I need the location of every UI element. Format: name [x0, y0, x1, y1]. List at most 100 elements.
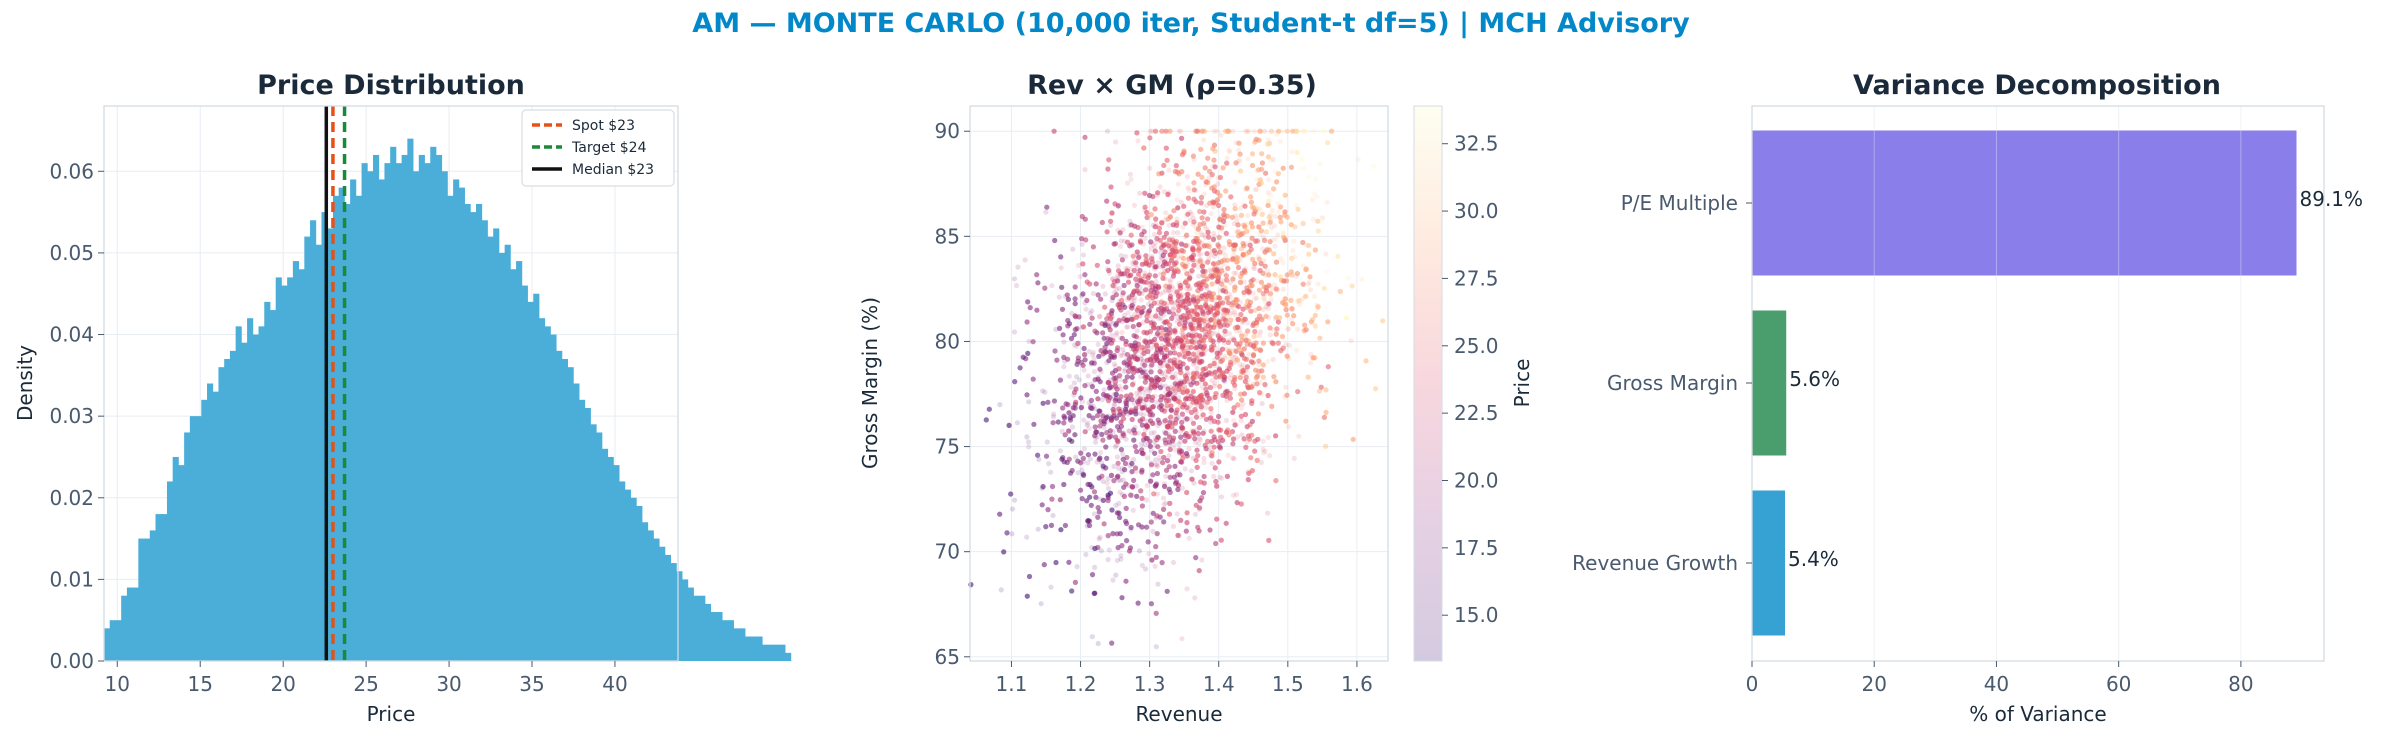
hist-bar — [126, 587, 134, 661]
scatter-point — [1263, 304, 1269, 310]
scatter-point — [1075, 470, 1081, 476]
scatter-point — [1170, 559, 1176, 566]
scatter-point — [1223, 297, 1229, 303]
scatter-point — [1118, 556, 1124, 562]
hist-bar — [258, 326, 265, 661]
scatter-point — [1267, 212, 1273, 218]
scatter-point — [1138, 297, 1144, 303]
scatter-point — [1292, 254, 1298, 260]
scatter-point — [1040, 388, 1046, 394]
scatter-point — [1196, 273, 1202, 279]
hist-bar — [355, 195, 362, 661]
hist-bar — [573, 383, 580, 661]
scatter-point — [1184, 173, 1190, 180]
scatter-point — [1278, 128, 1284, 134]
scatter-point — [1160, 336, 1166, 342]
scatter-point — [1194, 128, 1200, 134]
scatter-point — [1137, 253, 1143, 259]
scatter-point — [1148, 375, 1154, 381]
hist-bar — [235, 326, 242, 661]
scatter-point — [1082, 300, 1088, 306]
scatter-point — [1113, 572, 1119, 578]
scatter-point — [1144, 376, 1150, 382]
scatter-point — [1203, 404, 1209, 410]
scatter-point — [1113, 287, 1119, 293]
scatter-point — [1164, 360, 1170, 366]
scatter-point — [1192, 511, 1198, 517]
hist-bar — [281, 285, 288, 661]
scatter-point — [1015, 264, 1021, 270]
scatter-point — [1196, 312, 1202, 318]
scatter-point — [1323, 251, 1329, 257]
scatter-point — [1090, 352, 1096, 358]
scatter-point — [1098, 548, 1104, 554]
scatter-point — [1130, 260, 1136, 266]
scatter-point — [1118, 253, 1124, 259]
scatter-point — [1118, 335, 1124, 341]
scatter-point — [1227, 279, 1233, 286]
scatter-point — [1081, 446, 1087, 452]
scatter-point — [1069, 424, 1076, 430]
hist-bar — [664, 554, 672, 661]
scatter-point — [1209, 460, 1215, 466]
scatter-point — [1224, 155, 1230, 161]
scatter-point — [1190, 371, 1196, 377]
scatter-point — [1184, 586, 1190, 592]
scatter-point — [1157, 348, 1163, 354]
scatter-point — [1186, 379, 1192, 385]
scatter-point — [1026, 444, 1032, 450]
scatter-point — [1262, 448, 1268, 454]
scatter-point — [1153, 377, 1160, 383]
scatter-point — [1239, 432, 1245, 438]
scatter-point — [1118, 406, 1124, 413]
scatter-point — [1131, 400, 1138, 406]
hist-y-tick-label: 0.04 — [49, 323, 94, 347]
scatter-point — [1128, 393, 1134, 399]
scatter-point — [1026, 399, 1032, 405]
scatter-point — [1137, 190, 1143, 196]
scatter-point — [1167, 369, 1173, 375]
scatter-point — [1100, 283, 1106, 289]
scatter-point — [1078, 404, 1085, 410]
scatter-point — [1187, 217, 1193, 223]
scatter-point — [1111, 463, 1117, 469]
scatter-point — [1208, 291, 1214, 297]
scatter-point — [1150, 242, 1156, 248]
scatter-point — [1196, 379, 1202, 386]
scatter-point — [1202, 322, 1208, 328]
hist-y-label: Density — [13, 345, 37, 421]
hist-bar — [252, 334, 259, 661]
scatter-point — [1142, 427, 1148, 433]
scatter-point — [1324, 269, 1330, 275]
scatter-point — [1256, 361, 1262, 367]
scatter-point — [1199, 326, 1205, 333]
scatter-point — [1155, 352, 1162, 358]
scatter-point — [1172, 390, 1178, 396]
hist-bar — [636, 505, 643, 661]
scatter-point — [1250, 340, 1256, 346]
hist-bars — [104, 138, 792, 662]
scatter-point — [1188, 255, 1194, 261]
scatter-point — [1111, 413, 1117, 419]
scatter-point — [1214, 306, 1220, 312]
scatter-point — [1235, 158, 1241, 164]
scatter-point — [1199, 307, 1205, 313]
scatter-point — [1175, 395, 1182, 401]
hist-bar — [178, 465, 185, 661]
scatter-point — [1238, 405, 1245, 411]
scatter-point — [1035, 526, 1041, 532]
scatter-point — [1314, 306, 1320, 312]
scatter-point — [1199, 401, 1205, 407]
scatter-point — [1061, 364, 1067, 370]
scatter-point — [1169, 388, 1175, 394]
hist-bar — [601, 448, 609, 661]
scatter-point — [1268, 289, 1274, 295]
hist-bar — [722, 620, 729, 661]
scatter-point — [1051, 411, 1057, 417]
scatter-point — [1146, 388, 1153, 394]
scatter-point — [1247, 308, 1253, 314]
scatter-point — [1260, 263, 1266, 269]
hist-bar — [647, 530, 654, 661]
scatter-point — [1171, 245, 1177, 251]
hist-bar — [767, 644, 775, 661]
